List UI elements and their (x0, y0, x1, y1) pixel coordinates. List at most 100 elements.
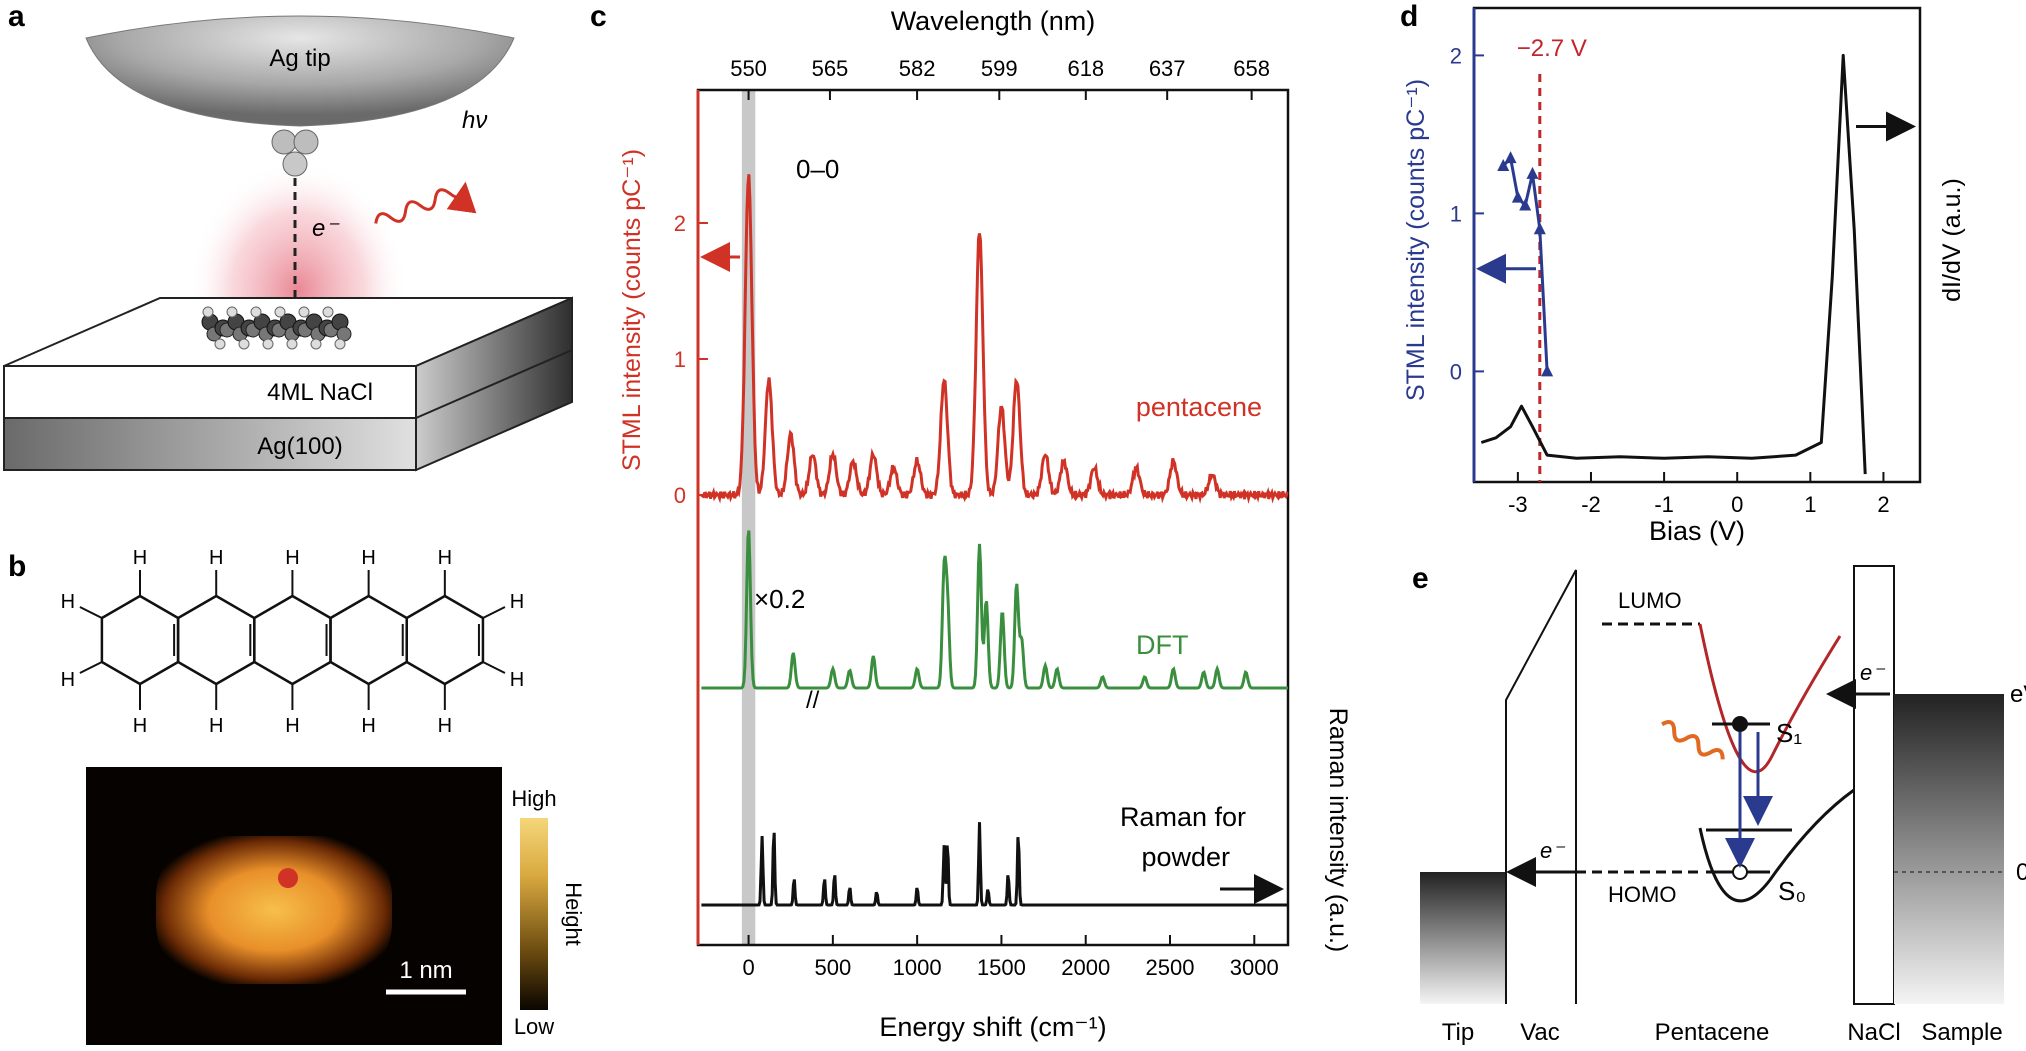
stml-point (1541, 364, 1554, 377)
pentacene-label: pentacene (1136, 392, 1262, 422)
panel-letter-d: d (1400, 0, 1418, 33)
y-axis-title: STML intensity (counts pC⁻¹) (1402, 79, 1430, 401)
ag-tip-label: Ag tip (269, 45, 330, 72)
panel-b: b H H H H H H H H H H H H H H 1 nm High Low Height (8, 547, 586, 1045)
hydrogen-atom (274, 306, 286, 318)
hydrogen-atom (250, 306, 262, 318)
electron-label-e2: e⁻ (1540, 838, 1566, 863)
right-axis-title: dI/dV (a.u.) (1938, 178, 1966, 302)
dft-label: DFT (1136, 630, 1188, 660)
h-atom-label: H (209, 547, 223, 569)
raman-label-2: powder (1141, 842, 1230, 872)
h-atom-label: H (133, 715, 147, 737)
y-axis-title: STML intensity (counts pC⁻¹) (618, 149, 646, 471)
h-atom-label: H (361, 715, 375, 737)
region-vac: Vac (1520, 1019, 1560, 1046)
homo-label: HOMO (1608, 882, 1676, 907)
top-tick-label: 658 (1233, 56, 1270, 81)
top-tick-label: 565 (812, 56, 849, 81)
nacl-barrier (1853, 565, 1895, 1005)
h-atom-label: H (438, 715, 452, 737)
nacl-label: 4ML NaCl (267, 379, 373, 406)
x-tick-label: 1 (1804, 492, 1816, 517)
x-tick-label: 0 (1731, 492, 1743, 517)
tip-atom (282, 151, 308, 177)
h-atom-label: H (510, 591, 524, 613)
x-tick-label: 2 (1877, 492, 1889, 517)
x-tick-label: 2000 (1061, 955, 1110, 980)
panel-d: d -3 -2 -1 0 1 2 0 1 2 Bias (V) STML intensity (co… (1400, 0, 1966, 546)
panel-letter-c: c (590, 0, 607, 33)
photon-label: hν (462, 107, 487, 134)
s1-potential (1698, 623, 1842, 774)
panel-letter-a: a (8, 0, 25, 33)
benzene-ring (253, 594, 332, 686)
zero-label: 0 (2016, 859, 2026, 886)
region-pentacene: Pentacene (1655, 1019, 1770, 1046)
h-atom-label: H (133, 547, 147, 569)
stml-point (1497, 159, 1510, 171)
tip-band (1420, 872, 1506, 1004)
electron-label-e1: e⁻ (1860, 660, 1886, 685)
ag-tip (85, 15, 515, 127)
ch-bond (482, 661, 506, 674)
benzene-ring (176, 594, 256, 686)
stml-point (1526, 166, 1539, 179)
vacuum-barrier (1505, 569, 1577, 1004)
colorbar-high: High (511, 786, 556, 811)
colorbar-low: Low (514, 1014, 554, 1039)
region-tip: Tip (1442, 1019, 1474, 1046)
x-tick-label: -3 (1508, 492, 1528, 517)
top-axis-title: Wavelength (nm) (891, 6, 1096, 36)
hydrogen-atom (214, 338, 226, 350)
benzene-ring (405, 594, 485, 686)
bias-marker-label: −2.7 V (1517, 35, 1587, 62)
s0-potential (1698, 788, 1855, 903)
x-tick-label: 500 (814, 955, 851, 980)
tip-atom (271, 129, 297, 155)
hydrogen-atom (226, 306, 238, 318)
h-atom-label: H (285, 715, 299, 737)
hydrogen-atom (310, 338, 322, 350)
pentacene-structure: H H H H H H H H H H H H H H (61, 547, 525, 737)
h-atom-label: H (361, 547, 375, 569)
photon-wave-icon (374, 181, 477, 224)
top-tick-label: 618 (1067, 56, 1104, 81)
panel-letter-b: b (8, 550, 26, 583)
pentacene-molecule-3d (201, 306, 352, 350)
chart-c: 0 500 1000 1500 2000 2500 3000 550 565 582 599 618 6… (618, 6, 1352, 1042)
y-tick-label: 2 (674, 211, 686, 236)
nacl-layer (3, 365, 417, 419)
hydrogen-atom (322, 306, 334, 318)
benzene-ring (329, 594, 408, 686)
dft-spectrum (701, 530, 1288, 690)
raman-label-1: Raman for (1120, 802, 1246, 832)
scale-bar-label: 1 nm (399, 957, 452, 984)
region-nacl: NaCl (1847, 1019, 1900, 1046)
y-tick-label: 1 (674, 347, 686, 372)
right-axis-title: Raman intensity (a.u.) (1324, 708, 1352, 953)
x-tick-label: 1500 (977, 955, 1026, 980)
didv-curve (1480, 53, 1867, 475)
axis-break: // (806, 687, 820, 714)
chart-d: -3 -2 -1 0 1 2 0 1 2 Bias (V) STML intensity (coun… (1402, 6, 1966, 546)
scale-label: ×0.2 (754, 584, 805, 614)
stml-point (1504, 151, 1517, 164)
ev-label: eV (2010, 681, 2026, 708)
x-tick-label: 3000 (1230, 955, 1279, 980)
h-atom-label: H (438, 547, 452, 569)
x-tick-label: 0 (742, 955, 754, 980)
h-atom-label: H (61, 591, 75, 613)
hydrogen-atom (262, 338, 274, 350)
h-atom-label: H (209, 715, 223, 737)
top-tick-label: 599 (981, 56, 1018, 81)
hydrogen-atom (334, 338, 346, 350)
ag-layer (3, 417, 417, 471)
colorbar (520, 818, 548, 1010)
emission-wave-icon (1661, 720, 1725, 760)
x-axis-title: Energy shift (cm⁻¹) (879, 1012, 1106, 1042)
pentacene-spectrum (700, 174, 1289, 504)
zero-phonon-band (741, 90, 756, 945)
x-tick-label: -2 (1581, 492, 1601, 517)
